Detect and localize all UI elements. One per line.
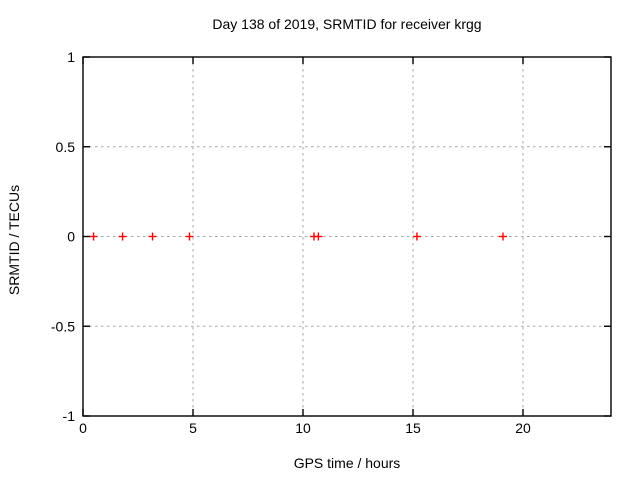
y-axis-label: SRMTID / TECUs <box>6 185 22 295</box>
data-point-marker <box>314 232 323 241</box>
y-tick-label: -0.5 <box>51 318 75 334</box>
data-point-marker <box>412 232 421 241</box>
y-tick-label: 0.5 <box>56 139 76 155</box>
x-tick-label: 20 <box>515 420 531 436</box>
chart-title: Day 138 of 2019, SRMTID for receiver krg… <box>212 16 481 32</box>
x-tick-label: 0 <box>79 420 87 436</box>
x-tick-label: 15 <box>405 420 421 436</box>
x-axis-label: GPS time / hours <box>294 455 401 471</box>
data-point-marker <box>498 232 507 241</box>
data-point-marker <box>148 232 157 241</box>
data-point-marker <box>118 232 127 241</box>
y-tick-label: 0 <box>67 229 75 245</box>
data-point-marker <box>89 232 98 241</box>
plot-generated: 0 5 10 15 20 -1 -0.5 0 0.5 1 <box>51 49 612 436</box>
data-point-marker <box>185 232 194 241</box>
y-tick-label: -1 <box>63 408 76 424</box>
x-tick-label: 5 <box>189 420 197 436</box>
y-tick-label: 1 <box>67 49 75 65</box>
x-tick-label: 10 <box>295 420 311 436</box>
